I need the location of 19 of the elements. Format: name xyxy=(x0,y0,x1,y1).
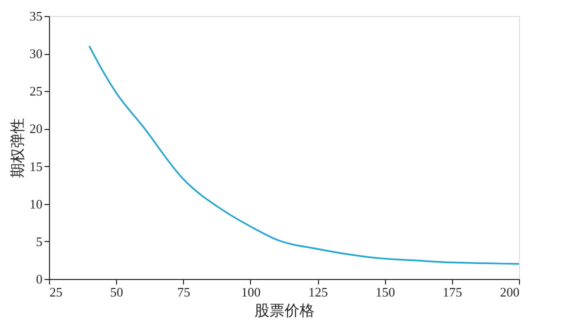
x-tick-label: 100 xyxy=(241,284,261,300)
line-series xyxy=(88,45,520,265)
x-tick-label: 125 xyxy=(308,284,328,300)
x-tick-label: 50 xyxy=(110,284,124,300)
y-axis-title: 期权弹性 xyxy=(10,118,26,178)
y-tick-label: 10 xyxy=(30,196,42,212)
x-tick-label: 175 xyxy=(442,284,462,300)
y-tick-label: 0 xyxy=(36,272,42,286)
y-tick-label: 35 xyxy=(30,8,42,24)
y-tick-label: 5 xyxy=(36,234,42,249)
x-axis-title: 股票价格 xyxy=(254,302,314,320)
x-tick-label: 150 xyxy=(375,284,395,300)
y-tick-label: 20 xyxy=(30,121,42,136)
x-tick-label: 25 xyxy=(50,284,62,300)
x-tick-label: 75 xyxy=(177,284,190,300)
x-tick-label: 200 xyxy=(500,284,520,300)
y-tick-label: 25 xyxy=(30,84,42,99)
y-tick-label: 15 xyxy=(30,158,42,174)
y-tick-label: 30 xyxy=(30,46,42,62)
